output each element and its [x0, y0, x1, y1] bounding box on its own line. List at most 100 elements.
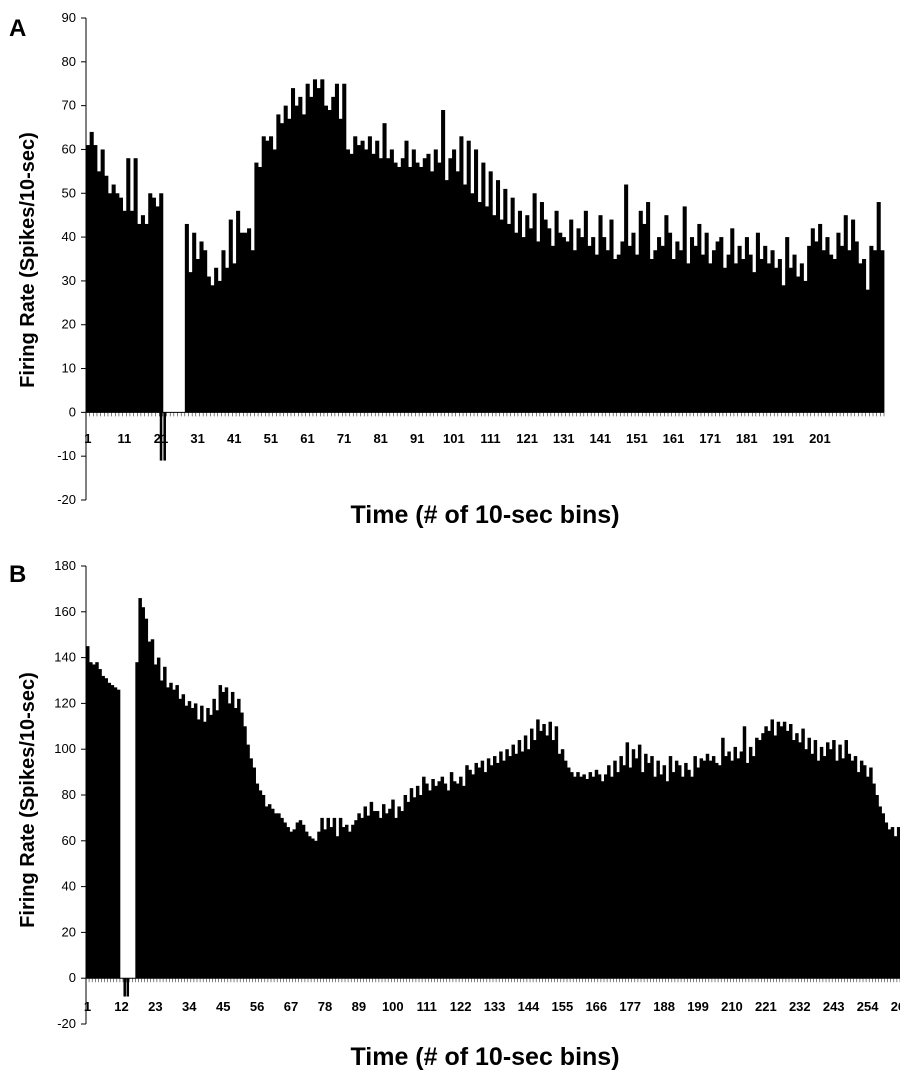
panel-b-bar	[616, 772, 620, 979]
panel-b-bar	[227, 703, 232, 979]
panel-b-bar	[360, 817, 364, 979]
panel-a-bar	[854, 241, 859, 413]
panel-a-bar	[89, 131, 94, 413]
panel-a-x-axis-title: Time (# of 10-sec bins)	[350, 501, 619, 529]
panel-b-bar	[98, 669, 102, 979]
panel-a-bar	[514, 232, 519, 413]
panel-b-bar	[785, 730, 790, 979]
panel-a-bar	[532, 193, 537, 413]
panel-b-bar	[304, 831, 309, 979]
panel-a-bar	[481, 162, 486, 413]
panel-a-bar	[199, 241, 204, 413]
panel-b-bar	[317, 831, 321, 979]
panel-a-bar	[419, 166, 424, 413]
panel-b-bar	[591, 776, 596, 979]
panel-a-bar	[232, 263, 237, 413]
panel-a-bar	[510, 197, 515, 413]
panel-b-bar	[406, 801, 411, 979]
panel-b-bar	[240, 712, 244, 979]
panel-b-y-tick-label: 180	[54, 558, 76, 573]
panel-a-bar	[693, 245, 698, 413]
panel-a-bar	[466, 140, 471, 413]
panel-a-bar	[452, 149, 457, 413]
panel-b-bar	[872, 783, 876, 979]
panel-b-bar	[437, 781, 441, 979]
panel-a-negative-marker	[159, 412, 163, 461]
panel-a-y-tick-label: 20	[62, 317, 76, 332]
panel-b-bar	[748, 746, 753, 979]
panel-b-bar	[656, 760, 660, 979]
panel-b-bar	[428, 790, 432, 979]
panel-b-bar	[345, 824, 349, 979]
panel-a-bar	[539, 202, 544, 413]
panel-a-bar	[605, 250, 610, 413]
panel-a-bar	[126, 158, 131, 413]
panel-a-bar	[810, 228, 815, 413]
panel-a-bar	[880, 250, 885, 413]
panel-b-bar	[668, 756, 673, 979]
panel-a-bar	[572, 250, 577, 413]
panel-b-bar	[150, 639, 155, 979]
panel-b-bar	[585, 778, 589, 979]
panel-a-bar	[521, 237, 526, 413]
panel-b-bar	[893, 836, 898, 979]
panel-b-bar	[363, 806, 367, 979]
panel-a-bar	[591, 237, 596, 413]
panel-b-bar	[175, 685, 179, 979]
panel-a-bar	[689, 237, 695, 413]
panel-b-x-ticks: 1 12 23 34 45 56 67 78 89 100 111 122 133 144 155 166 17…	[84, 999, 900, 1014]
panel-b-bar	[816, 760, 821, 979]
panel-b-bar	[280, 817, 284, 979]
panel-b-bar	[779, 726, 784, 979]
panel-a-y-tick-label: 60	[62, 141, 76, 156]
panel-b-bar	[489, 765, 494, 979]
panel-a-bar	[334, 83, 339, 413]
panel-b-bar	[514, 753, 519, 979]
panel-b-bar	[770, 719, 774, 979]
panel-b-bar	[422, 776, 426, 979]
panel-b-bar	[764, 726, 768, 979]
panel-b-bar	[721, 737, 725, 979]
panel-a-bar	[408, 166, 413, 413]
panel-b-bar	[391, 799, 395, 979]
panel-b-x-tick-label: 166	[585, 999, 607, 1014]
panel-b-y-tick-label: 120	[54, 695, 76, 710]
panel-a-bar	[686, 263, 691, 413]
panel-b-bar	[221, 691, 226, 979]
panel-b-bar	[101, 675, 105, 979]
panel-a-bar	[448, 158, 453, 413]
panel-b-bar	[705, 753, 710, 979]
panel-b-y-axis-title: Firing Rate (Spikes/10-sec)	[17, 672, 39, 928]
panel-a-bar	[550, 245, 555, 413]
panel-b-x-tick-label: 122	[450, 999, 472, 1014]
panel-b-bar	[795, 733, 799, 979]
panel-a-bar	[239, 232, 244, 413]
panel-b-bar	[419, 795, 423, 979]
panel-b-x-axis-title: Time (# of 10-sec bins)	[350, 1043, 619, 1071]
panel-a-negative-marker	[163, 412, 166, 461]
panel-a-bar	[682, 206, 687, 413]
panel-a-bar	[441, 110, 446, 413]
panel-a-bar	[364, 149, 369, 413]
panel-b-x-tick-label: 34	[182, 999, 197, 1014]
panel-b-bar	[610, 776, 614, 979]
panel-a-bar	[836, 232, 841, 413]
panel-b-bar	[715, 762, 719, 979]
panel-b-bar	[835, 760, 839, 979]
panel-b-bar	[366, 815, 371, 979]
panel-a-y-ticks: -20 -10 0 10 20 30 40 50 60 70 80 90	[57, 10, 86, 507]
panel-b-bar	[369, 801, 374, 979]
panel-b-bar	[348, 831, 352, 979]
panel-b-bar	[320, 817, 324, 979]
panel-b-bar	[415, 785, 420, 979]
panel-b-bar	[619, 756, 623, 979]
panel-b-bar	[625, 742, 630, 979]
panel-a-bar	[818, 223, 823, 413]
panel-b-bar	[696, 767, 700, 979]
panel-b-bar	[582, 774, 586, 979]
panel-b-bar	[847, 753, 852, 979]
panel-b-bar	[403, 795, 408, 979]
panel-b-x-tick-label: 177	[619, 999, 641, 1014]
panel-a-bar	[276, 114, 281, 413]
panel-a-y-tick-label: 70	[62, 98, 76, 113]
